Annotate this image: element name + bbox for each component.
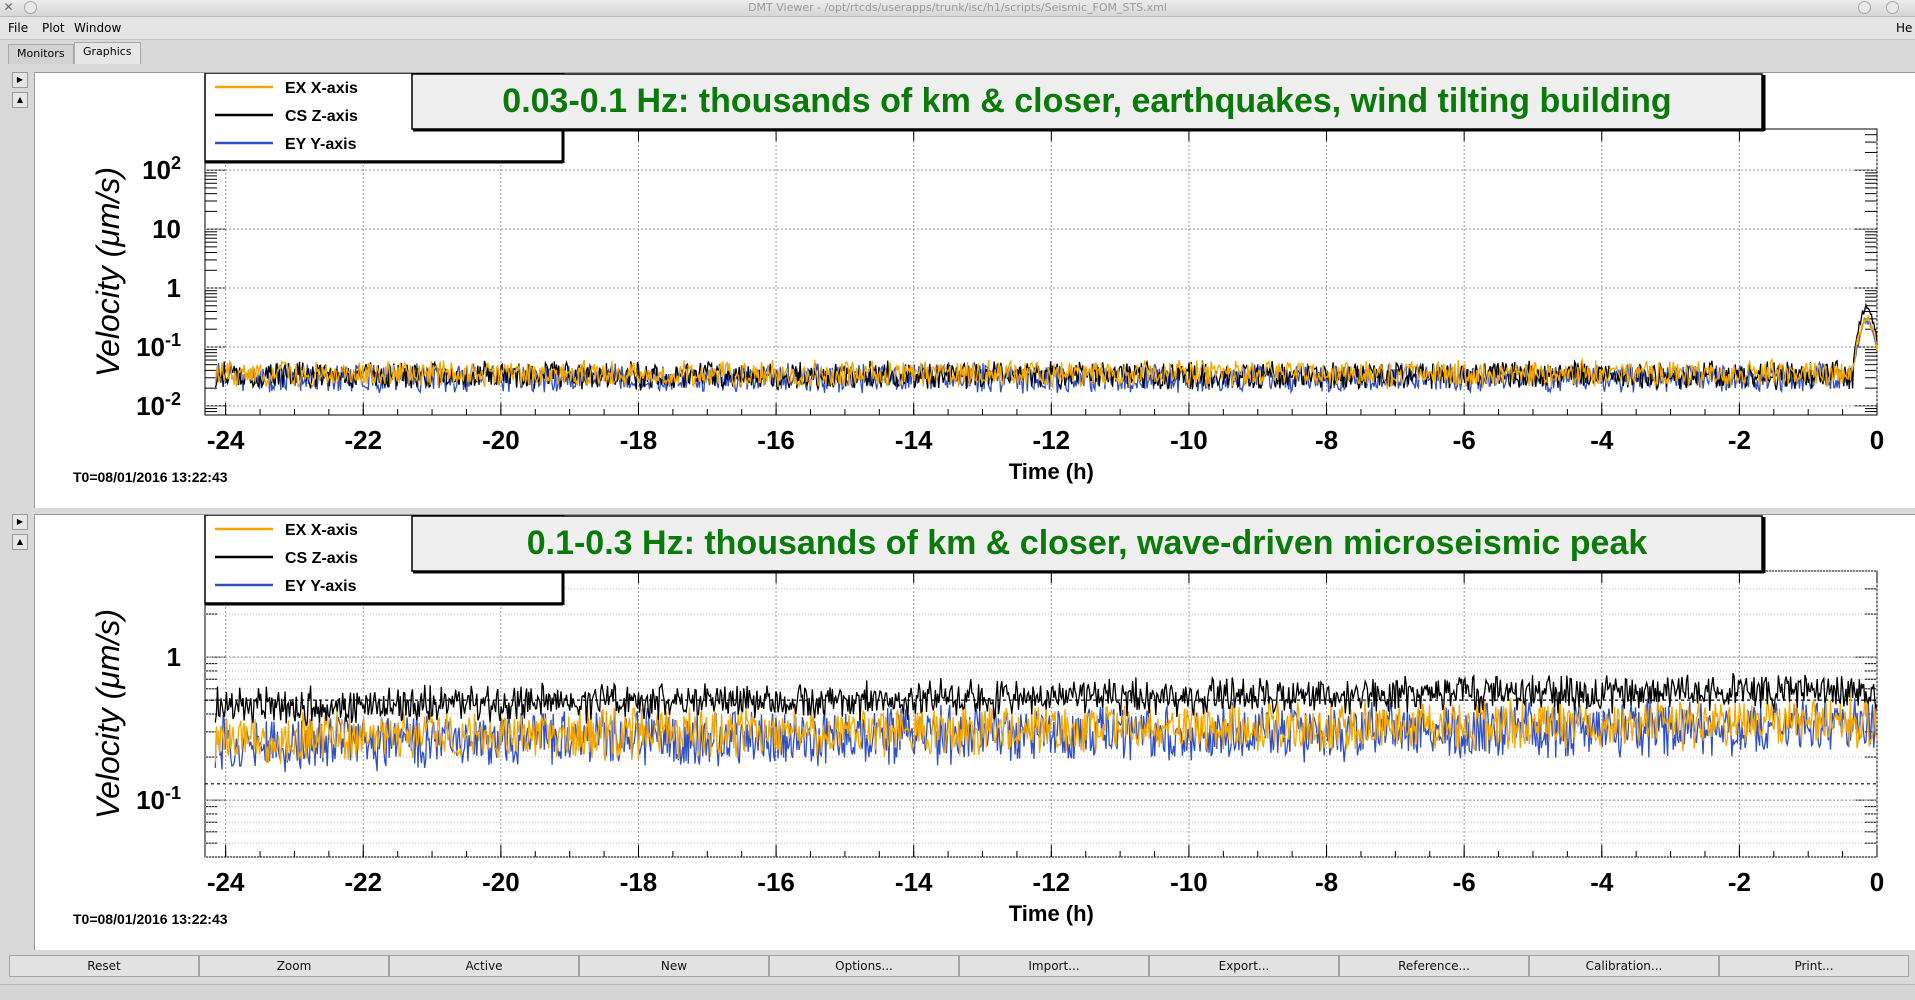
y-tick-base: 10 — [136, 391, 165, 421]
pad2-expand-icon[interactable]: ▶ — [12, 514, 28, 530]
tab-bar: Monitors Graphics — [0, 40, 1915, 66]
x-tick-label: -14 — [895, 425, 933, 455]
menu-window[interactable]: Window — [74, 21, 122, 35]
legend-label-ex: EX X-axis — [285, 522, 358, 539]
annotation-box — [411, 73, 1763, 130]
y-tick-exponent: -2 — [165, 389, 181, 409]
plot-pad-1[interactable]: 10-2 10-1 1 10 102 -24 -22 -20 -18 -16 -14 -12 -10 -8… — [34, 72, 1915, 508]
zoom-button[interactable]: Zoom — [199, 955, 389, 977]
x-tick-label: -16 — [757, 867, 795, 897]
y-tick-base: 10 — [136, 332, 165, 362]
calibration-button[interactable]: Calibration... — [1529, 955, 1719, 977]
menu-bar: File Plot Window He — [0, 17, 1915, 40]
x-tick-label: -22 — [344, 425, 382, 455]
window-menu-icon[interactable] — [24, 1, 37, 14]
chart-title: 0.1-0.3 Hz: thousands of km & closer, wa… — [527, 524, 1648, 562]
t0-label: T0=08/01/2016 13:22:43 — [73, 911, 228, 927]
x-tick-label: -16 — [757, 425, 795, 455]
tab-graphics[interactable]: Graphics — [74, 42, 141, 64]
x-tick-label: -2 — [1728, 425, 1751, 455]
options-button[interactable]: Options... — [769, 955, 959, 977]
x-axis-label: Time (h) — [1009, 901, 1094, 926]
tab-monitors[interactable]: Monitors — [8, 44, 74, 64]
y-tick-base: 10 — [142, 155, 171, 185]
pad1-expand-icon[interactable]: ▶ — [12, 72, 28, 88]
series-cs-line — [214, 673, 1878, 726]
legend-label-ey: EY Y-axis — [285, 136, 357, 153]
y-tick-label: 1 — [167, 273, 181, 303]
x-tick-label: -8 — [1315, 425, 1338, 455]
x-tick-label: -24 — [207, 867, 245, 897]
series-ex-line — [214, 314, 1878, 391]
x-tick-label: -6 — [1453, 867, 1476, 897]
menu-plot[interactable]: Plot — [42, 21, 65, 35]
y-tick-label: 10-1 — [136, 330, 181, 362]
x-tick-label: -10 — [1170, 867, 1208, 897]
series-ey-line — [214, 698, 1878, 773]
plot-pad-2[interactable]: 10-1 1 -24 -22 -20 -18 -16 -14 -12 -10 -8 -6 -4 -2 0 Ve… — [34, 514, 1915, 950]
x-tick-label: -20 — [482, 867, 520, 897]
y-tick-exponent: 2 — [171, 153, 181, 173]
x-tick-label: -6 — [1453, 425, 1476, 455]
legend-label-cs: CS Z-axis — [285, 550, 358, 567]
x-tick-label: 0 — [1870, 867, 1884, 897]
x-tick-label: -4 — [1590, 867, 1614, 897]
pad2-collapse-icon[interactable]: ▲ — [12, 534, 28, 550]
menu-help[interactable]: He — [1896, 21, 1913, 35]
minimize-icon[interactable] — [1858, 1, 1871, 14]
x-tick-label: -4 — [1590, 425, 1614, 455]
title-bar: ✕ DMT Viewer - /opt/rtcds/userapps/trunk… — [0, 0, 1915, 17]
close-icon[interactable]: ✕ — [3, 0, 14, 14]
reset-button[interactable]: Reset — [9, 955, 199, 977]
x-axis-label: Time (h) — [1009, 459, 1094, 484]
legend-label-ex: EX X-axis — [285, 80, 358, 97]
maximize-icon[interactable] — [1886, 1, 1899, 14]
legend-label-ey: EY Y-axis — [285, 578, 357, 595]
y-tick-base: 1 — [167, 642, 181, 672]
y-tick-label: 1 — [167, 642, 181, 672]
y-tick-base: 1 — [167, 273, 181, 303]
y-axis-label: Velocity (μm/s) — [90, 167, 126, 377]
export-button[interactable]: Export... — [1149, 955, 1339, 977]
x-tick-label: -8 — [1315, 867, 1338, 897]
x-tick-label: -18 — [620, 425, 658, 455]
pad1-collapse-icon[interactable]: ▲ — [12, 92, 28, 108]
reference-button[interactable]: Reference... — [1339, 955, 1529, 977]
chart-title: 0.03-0.1 Hz: thousands of km & closer, e… — [502, 82, 1671, 120]
y-tick-base: 10 — [152, 214, 181, 244]
x-tick-label: -22 — [344, 867, 382, 897]
x-tick-label: 0 — [1870, 425, 1884, 455]
y-tick-exponent: -1 — [165, 330, 181, 350]
new-button[interactable]: New — [579, 955, 769, 977]
window-title: DMT Viewer - /opt/rtcds/userapps/trunk/i… — [748, 1, 1167, 14]
legend-label-cs: CS Z-axis — [285, 108, 358, 125]
print-button[interactable]: Print... — [1719, 955, 1909, 977]
y-tick-label: 10 — [152, 214, 181, 244]
status-bar — [0, 984, 1915, 1000]
menu-file[interactable]: File — [8, 21, 29, 35]
y-tick-base: 10 — [136, 785, 165, 815]
x-tick-label: -12 — [1033, 425, 1071, 455]
plot-frame — [204, 570, 1878, 858]
y-tick-exponent: -1 — [165, 783, 181, 803]
button-bar: Reset Zoom Active New Options... Import.… — [9, 955, 1915, 979]
x-tick-label: -24 — [207, 425, 245, 455]
x-tick-label: -20 — [482, 425, 520, 455]
y-axis-label: Velocity (μm/s) — [90, 609, 126, 819]
y-tick-label: 10-1 — [136, 783, 181, 815]
x-tick-label: -12 — [1033, 867, 1071, 897]
x-tick-label: -2 — [1728, 867, 1751, 897]
x-tick-label: -18 — [620, 867, 658, 897]
x-tick-label: -14 — [895, 867, 933, 897]
y-tick-label: 10-2 — [136, 389, 181, 421]
chart-microseism-band[interactable]: 10-11-24 -22 -20 -18 -16 -14 -12 -10 -8 -6 -4 -2 0Ve… — [35, 515, 1915, 950]
t0-label: T0=08/01/2016 13:22:43 — [73, 469, 228, 485]
x-tick-label: -10 — [1170, 425, 1208, 455]
import-button[interactable]: Import... — [959, 955, 1149, 977]
annotation-box — [411, 515, 1763, 572]
active-button[interactable]: Active — [389, 955, 579, 977]
y-tick-label: 102 — [142, 153, 181, 185]
